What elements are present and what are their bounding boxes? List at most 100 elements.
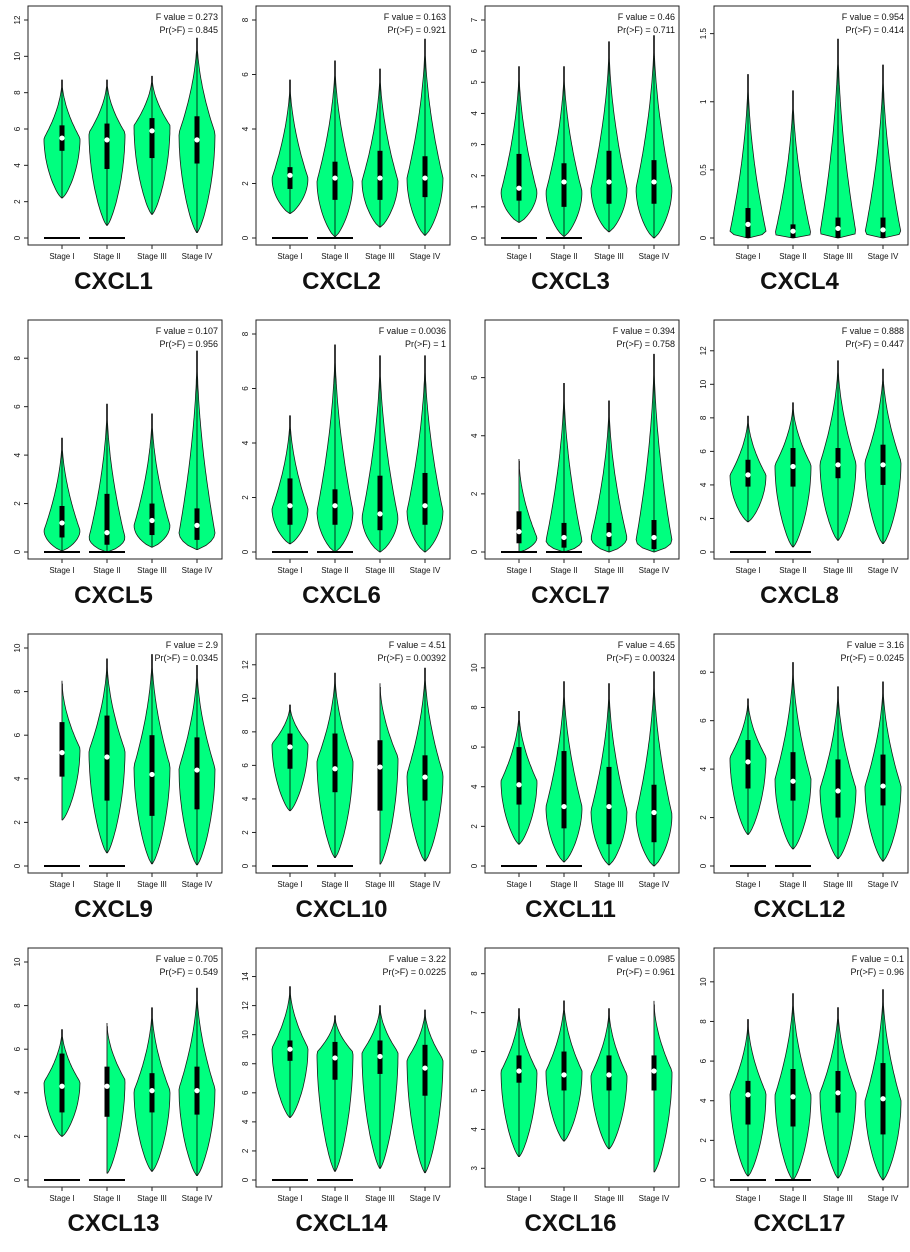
iqr-box — [745, 1080, 751, 1125]
x-tick-label: Stage I — [49, 880, 74, 889]
median-point — [149, 128, 155, 134]
x-tick-label: Stage I — [49, 1194, 74, 1203]
median-point — [561, 1072, 567, 1078]
y-tick-label: 4 — [13, 163, 22, 168]
f-value-label: F value = 0.705 — [156, 954, 218, 964]
p-value-label: Pr(>F) = 0.00324 — [606, 653, 675, 663]
x-tick-label: Stage II — [550, 252, 578, 261]
x-tick-label: Stage II — [93, 566, 121, 575]
y-tick-label: 4 — [699, 482, 708, 487]
x-tick-label: Stage I — [506, 252, 531, 261]
median-point — [835, 462, 841, 468]
y-tick-label: 7 — [470, 1010, 479, 1015]
f-value-label: F value = 0.163 — [384, 12, 446, 22]
gene-title: CXCL3 — [531, 268, 610, 295]
median-point — [104, 754, 110, 760]
x-tick-label: Stage III — [137, 566, 167, 575]
y-tick-label: 2 — [699, 516, 708, 521]
violin-body — [654, 1004, 673, 1173]
y-tick-label: 2 — [13, 199, 22, 204]
plot-frame — [484, 319, 680, 560]
x-tick-label: Stage III — [823, 566, 853, 575]
violin-chart: 0 2 4 6 8 10 12 Stage I Stage II Stage III Stage I… — [699, 319, 909, 575]
plot-frame — [713, 319, 909, 560]
p-value-label: Pr(>F) = 0.0345 — [154, 653, 218, 663]
median-point — [880, 227, 886, 233]
x-tick-label: Stage I — [735, 566, 760, 575]
median-point — [606, 179, 612, 185]
p-value-label: Pr(>F) = 0.549 — [159, 967, 218, 977]
median-point — [422, 175, 428, 181]
x-tick-label: Stage III — [594, 880, 624, 889]
x-tick-label: Stage IV — [868, 880, 899, 889]
x-tick-label: Stage III — [594, 566, 624, 575]
x-tick-label: Stage II — [550, 1194, 578, 1203]
x-tick-label: Stage III — [823, 1194, 853, 1203]
violin-panel-cxcl4: 0 0.5 1 1.5 Stage I Stage II Stage III Stage IV… — [686, 0, 910, 310]
violin-panel-cxcl1: 0 2 4 6 8 10 12 Stage I Stage II Stage III Stage I… — [0, 0, 227, 310]
x-tick-label: Stage IV — [182, 566, 213, 575]
median-point — [835, 788, 841, 794]
gene-title: CXCL11 — [525, 896, 616, 923]
x-tick-label: Stage IV — [182, 880, 213, 889]
x-tick-label: Stage IV — [410, 252, 441, 261]
violin-chart: 0 2 4 6 8 10 Stage I Stage II Stage III Stage IV F… — [699, 947, 909, 1203]
f-value-label: F value = 0.107 — [156, 326, 218, 336]
y-tick-label: 4 — [699, 766, 708, 771]
x-tick-label: Stage IV — [868, 566, 899, 575]
x-tick-label: Stage I — [735, 880, 760, 889]
y-tick-label: 10 — [699, 977, 708, 986]
f-value-label: F value = 0.273 — [156, 12, 218, 22]
y-tick-label: 12 — [699, 346, 708, 355]
violin-chart: 0 2 4 6 8 Stage I Stage II Stage III Stage IV F v… — [13, 319, 223, 575]
y-tick-label: 1 — [699, 99, 708, 104]
x-tick-label: Stage I — [506, 880, 531, 889]
y-tick-label: 0 — [699, 1177, 708, 1182]
violin-panel-cxcl5: 0 2 4 6 8 Stage I Stage II Stage III Stage IV F v… — [0, 314, 227, 624]
y-tick-label: 3 — [470, 1166, 479, 1171]
violin-panel-cxcl17: 0 2 4 6 8 10 Stage I Stage II Stage III Stage IV F… — [686, 942, 910, 1252]
y-tick-label: 10 — [470, 663, 479, 672]
violin-body — [519, 460, 538, 553]
violin-panel-cxcl3: 0 1 2 3 4 5 6 7 Stage I Stage II Stage III Stage IV… — [457, 0, 684, 310]
y-tick-label: 2 — [470, 491, 479, 496]
median-point — [790, 228, 796, 234]
x-tick-label: Stage I — [506, 566, 531, 575]
y-tick-label: 8 — [13, 689, 22, 694]
median-point — [59, 520, 65, 526]
y-tick-label: 2 — [241, 181, 250, 186]
median-point — [104, 137, 110, 143]
gene-title: CXCL5 — [74, 582, 153, 609]
x-tick-label: Stage I — [735, 1194, 760, 1203]
x-tick-label: Stage II — [779, 1194, 807, 1203]
y-tick-label: 6 — [13, 732, 22, 737]
x-tick-label: Stage III — [365, 880, 395, 889]
y-tick-label: 14 — [241, 972, 250, 981]
f-value-label: F value = 0.0036 — [379, 326, 446, 336]
x-tick-label: Stage I — [277, 252, 302, 261]
median-point — [561, 534, 567, 541]
median-point — [59, 135, 65, 141]
median-point — [790, 1094, 796, 1100]
p-value-label: Pr(>F) = 0.447 — [845, 339, 904, 349]
plot-frame — [255, 319, 451, 560]
iqr-box — [516, 511, 522, 544]
median-point — [516, 782, 522, 788]
median-point — [880, 783, 886, 789]
y-tick-label: 2 — [13, 1134, 22, 1139]
iqr-box — [516, 153, 522, 201]
violin-panel-cxcl11: 0 2 4 6 8 10 Stage I Stage II Stage III Stage IV F… — [457, 628, 684, 938]
median-point — [651, 809, 657, 816]
f-value-label: F value = 0.0985 — [608, 954, 675, 964]
plot-frame — [255, 5, 451, 246]
violin-body — [380, 687, 399, 865]
y-tick-label: 4 — [699, 1098, 708, 1103]
iqr-box — [561, 163, 567, 207]
x-tick-label: Stage II — [550, 566, 578, 575]
y-tick-label: 4 — [241, 796, 250, 801]
x-tick-label: Stage IV — [639, 252, 670, 261]
median-point — [104, 1083, 110, 1089]
plot-frame — [27, 319, 223, 560]
median-point — [422, 503, 428, 509]
